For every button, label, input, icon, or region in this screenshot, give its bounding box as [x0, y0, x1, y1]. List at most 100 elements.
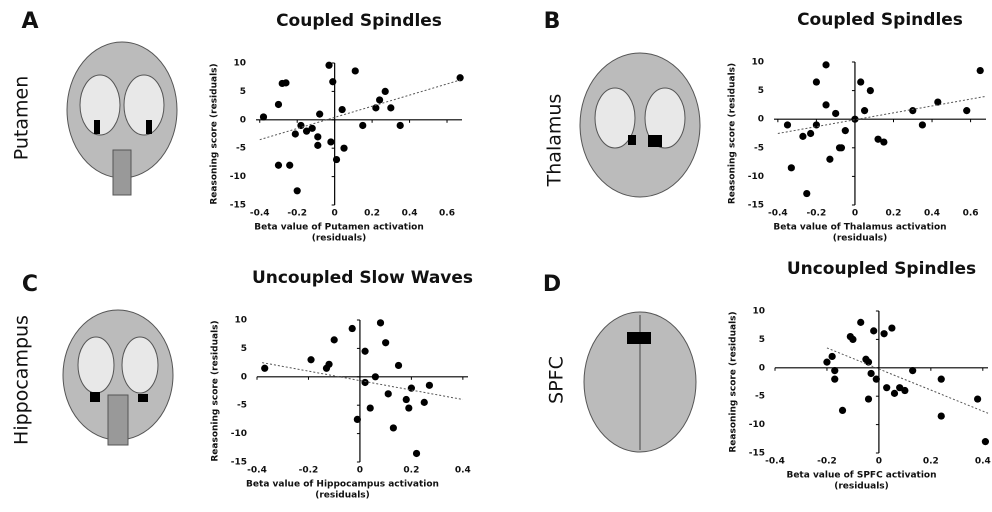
point	[826, 156, 833, 163]
x-tick-label: 0.2	[923, 457, 939, 467]
y-tick-label: -5	[237, 401, 247, 411]
point	[977, 67, 984, 74]
trend-line	[260, 80, 460, 140]
point	[333, 156, 340, 163]
point	[831, 367, 838, 374]
point	[382, 339, 389, 346]
y-tick-label: -10	[231, 429, 247, 439]
brain-coronal	[63, 310, 173, 445]
x-tick-label: -0.4	[250, 209, 270, 219]
point	[286, 162, 293, 169]
point	[377, 319, 384, 326]
point	[354, 416, 361, 423]
point	[838, 144, 845, 151]
x-axis-label: (residuals)	[312, 234, 367, 244]
panel-letter: A	[21, 9, 38, 34]
point	[880, 138, 887, 145]
y-tick-label: -15	[749, 449, 765, 459]
y-tick-label: 10	[751, 58, 764, 68]
x-axis-label: (residuals)	[833, 234, 888, 244]
chart-title: Uncoupled Spindles	[787, 259, 976, 279]
point	[829, 353, 836, 360]
y-tick-label: 10	[752, 307, 765, 317]
point	[803, 190, 810, 197]
y-tick-label: -15	[231, 458, 247, 468]
point	[292, 130, 299, 137]
x-axis-label: Beta value of SPFC activation	[786, 471, 936, 481]
point	[813, 78, 820, 85]
point	[260, 113, 267, 120]
point	[352, 67, 359, 74]
point	[331, 336, 338, 343]
point	[788, 164, 795, 171]
point	[413, 450, 420, 457]
point	[340, 145, 347, 152]
y-axis-label: Reasoning score (residuals)	[211, 320, 221, 461]
point	[327, 138, 334, 145]
point	[823, 359, 830, 366]
x-tick-label: -0.2	[299, 466, 319, 476]
panel-letter: C	[22, 272, 38, 297]
chart-title: Coupled Spindles	[797, 10, 963, 30]
y-axis-label: Reasoning score (residuals)	[729, 311, 739, 452]
region-label: Thalamus	[544, 94, 566, 188]
point	[873, 376, 880, 383]
y-axis-label: Reasoning score (residuals)	[728, 63, 738, 204]
y-tick-label: 10	[233, 59, 246, 69]
x-tick-label: 0.2	[886, 209, 902, 219]
x-tick-label: 0	[332, 209, 338, 219]
point	[870, 327, 877, 334]
x-axis-label: (residuals)	[315, 491, 370, 501]
point	[909, 367, 916, 374]
brain-coronal	[67, 42, 177, 195]
point	[405, 404, 412, 411]
point	[309, 125, 316, 132]
point	[403, 396, 410, 403]
point	[822, 61, 829, 68]
region-label: Putamen	[11, 76, 33, 161]
point	[857, 319, 864, 326]
point	[857, 78, 864, 85]
point	[888, 324, 895, 331]
point	[382, 88, 389, 95]
point	[339, 106, 346, 113]
region-label: Hippocampus	[11, 315, 33, 445]
point	[831, 376, 838, 383]
point	[387, 104, 394, 111]
point	[376, 96, 383, 103]
x-axis-label: Beta value of Putamen activation	[254, 223, 424, 233]
x-tick-label: 0.4	[924, 209, 940, 219]
panel-letter: D	[543, 272, 561, 297]
x-axis-label: Beta value of Hippocampus activation	[246, 480, 439, 490]
x-tick-label: 0.2	[364, 209, 380, 219]
point	[799, 133, 806, 140]
x-tick-label: 0	[357, 466, 363, 476]
point	[361, 348, 368, 355]
y-tick-label: 5	[759, 335, 765, 345]
y-tick-label: 5	[240, 87, 246, 97]
x-tick-label: 0.6	[963, 209, 979, 219]
point	[325, 62, 332, 69]
x-tick-label: -0.2	[287, 209, 307, 219]
point	[982, 438, 989, 445]
x-tick-label: -0.2	[817, 457, 837, 467]
x-tick-label: 0	[876, 457, 882, 467]
y-tick-label: -10	[230, 172, 246, 182]
x-tick-label: 0.6	[439, 209, 455, 219]
point	[397, 122, 404, 129]
point	[261, 365, 268, 372]
point	[314, 133, 321, 140]
point	[832, 110, 839, 117]
x-axis-label: (residuals)	[834, 482, 889, 492]
point	[842, 127, 849, 134]
point	[822, 101, 829, 108]
trend-line	[827, 348, 988, 413]
y-tick-label: 5	[241, 344, 247, 354]
y-tick-label: -5	[236, 144, 246, 154]
point	[279, 80, 286, 87]
y-tick-label: -15	[230, 201, 246, 211]
point	[784, 121, 791, 128]
point	[325, 361, 332, 368]
y-tick-label: -10	[748, 172, 764, 182]
point	[385, 390, 392, 397]
